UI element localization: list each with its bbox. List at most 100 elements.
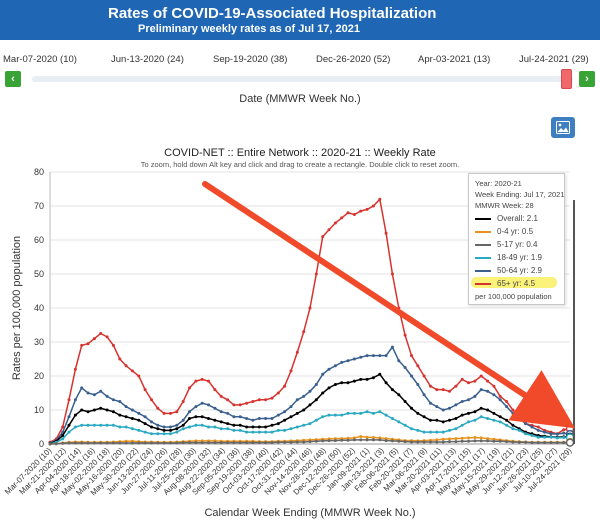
data-point[interactable] bbox=[232, 415, 236, 419]
data-point[interactable] bbox=[99, 441, 103, 445]
data-point[interactable] bbox=[492, 439, 496, 443]
data-point[interactable] bbox=[460, 439, 464, 443]
data-point[interactable] bbox=[435, 438, 439, 442]
data-point[interactable] bbox=[194, 423, 198, 427]
data-point[interactable] bbox=[124, 425, 128, 429]
data-point[interactable] bbox=[473, 394, 477, 398]
data-point[interactable] bbox=[302, 440, 306, 444]
data-point[interactable] bbox=[80, 423, 84, 427]
data-point[interactable] bbox=[378, 354, 382, 358]
data-point[interactable] bbox=[416, 364, 420, 368]
data-point[interactable] bbox=[530, 434, 534, 437]
data-point[interactable] bbox=[73, 425, 77, 429]
data-point[interactable] bbox=[73, 398, 77, 402]
data-point[interactable] bbox=[162, 441, 166, 445]
data-point[interactable] bbox=[479, 406, 483, 410]
data-point[interactable] bbox=[314, 272, 318, 276]
data-point[interactable] bbox=[371, 354, 375, 358]
data-point[interactable] bbox=[486, 408, 490, 412]
data-point[interactable] bbox=[130, 441, 134, 445]
data-point[interactable] bbox=[378, 372, 382, 376]
data-point[interactable] bbox=[80, 343, 84, 347]
data-point[interactable] bbox=[397, 420, 401, 424]
data-point[interactable] bbox=[340, 413, 344, 417]
data-point[interactable] bbox=[181, 441, 185, 445]
data-point[interactable] bbox=[99, 423, 103, 427]
data-point[interactable] bbox=[118, 441, 122, 445]
data-point[interactable] bbox=[346, 359, 350, 363]
data-point[interactable] bbox=[321, 439, 325, 443]
data-point[interactable] bbox=[416, 440, 420, 444]
data-point[interactable] bbox=[460, 377, 464, 381]
data-point[interactable] bbox=[473, 410, 477, 414]
data-point[interactable] bbox=[194, 405, 198, 409]
data-point[interactable] bbox=[524, 422, 528, 426]
data-point[interactable] bbox=[467, 381, 470, 385]
data-point[interactable] bbox=[390, 417, 394, 420]
data-point[interactable] bbox=[238, 423, 242, 427]
data-point[interactable] bbox=[410, 354, 413, 358]
data-point[interactable] bbox=[276, 422, 280, 426]
current-point-marker[interactable] bbox=[565, 438, 575, 447]
data-point[interactable] bbox=[257, 417, 261, 420]
data-point[interactable] bbox=[441, 437, 445, 441]
data-point[interactable] bbox=[397, 439, 401, 443]
data-point[interactable] bbox=[188, 441, 191, 445]
data-point[interactable] bbox=[302, 408, 306, 412]
data-point[interactable] bbox=[536, 441, 540, 445]
data-point[interactable] bbox=[422, 430, 426, 434]
data-point[interactable] bbox=[473, 418, 477, 422]
data-point[interactable] bbox=[346, 411, 350, 415]
data-point[interactable] bbox=[169, 441, 172, 445]
data-point[interactable] bbox=[124, 364, 128, 368]
data-point[interactable] bbox=[61, 434, 65, 437]
data-point[interactable] bbox=[207, 417, 210, 420]
data-point[interactable] bbox=[251, 430, 255, 434]
data-point[interactable] bbox=[448, 406, 451, 410]
data-point[interactable] bbox=[181, 400, 185, 403]
data-point[interactable] bbox=[397, 393, 401, 397]
data-point[interactable] bbox=[264, 430, 268, 434]
data-point[interactable] bbox=[333, 364, 337, 368]
data-point[interactable] bbox=[352, 438, 356, 442]
data-point[interactable] bbox=[162, 411, 166, 415]
data-point[interactable] bbox=[257, 398, 261, 402]
data-point[interactable] bbox=[276, 413, 280, 417]
data-point[interactable] bbox=[200, 441, 204, 445]
data-point[interactable] bbox=[200, 377, 204, 381]
data-point[interactable] bbox=[283, 418, 287, 422]
data-point[interactable] bbox=[111, 398, 115, 402]
data-point[interactable] bbox=[207, 441, 210, 445]
data-point[interactable] bbox=[118, 425, 122, 429]
data-point[interactable] bbox=[454, 440, 458, 444]
data-point[interactable] bbox=[86, 342, 90, 346]
data-point[interactable] bbox=[61, 441, 65, 445]
data-point[interactable] bbox=[169, 432, 172, 436]
data-point[interactable] bbox=[460, 436, 464, 440]
data-point[interactable] bbox=[492, 418, 496, 422]
data-point[interactable] bbox=[327, 439, 331, 443]
data-point[interactable] bbox=[346, 436, 350, 440]
data-point[interactable] bbox=[289, 427, 293, 431]
data-point[interactable] bbox=[175, 410, 179, 414]
data-point[interactable] bbox=[283, 410, 287, 414]
data-point[interactable] bbox=[479, 415, 483, 419]
data-point[interactable] bbox=[498, 394, 502, 398]
data-point[interactable] bbox=[327, 413, 331, 417]
data-point[interactable] bbox=[365, 354, 369, 358]
data-point[interactable] bbox=[124, 405, 128, 409]
data-point[interactable] bbox=[403, 423, 407, 427]
data-point[interactable] bbox=[213, 418, 217, 422]
data-point[interactable] bbox=[289, 369, 293, 373]
data-point[interactable] bbox=[213, 388, 217, 392]
data-point[interactable] bbox=[454, 403, 458, 407]
data-point[interactable] bbox=[245, 441, 249, 445]
data-point[interactable] bbox=[156, 423, 160, 427]
data-point[interactable] bbox=[314, 398, 318, 402]
data-point[interactable] bbox=[169, 411, 172, 415]
data-point[interactable] bbox=[232, 403, 236, 407]
data-point[interactable] bbox=[505, 418, 509, 422]
data-point[interactable] bbox=[403, 366, 407, 369]
data-point[interactable] bbox=[435, 405, 439, 409]
